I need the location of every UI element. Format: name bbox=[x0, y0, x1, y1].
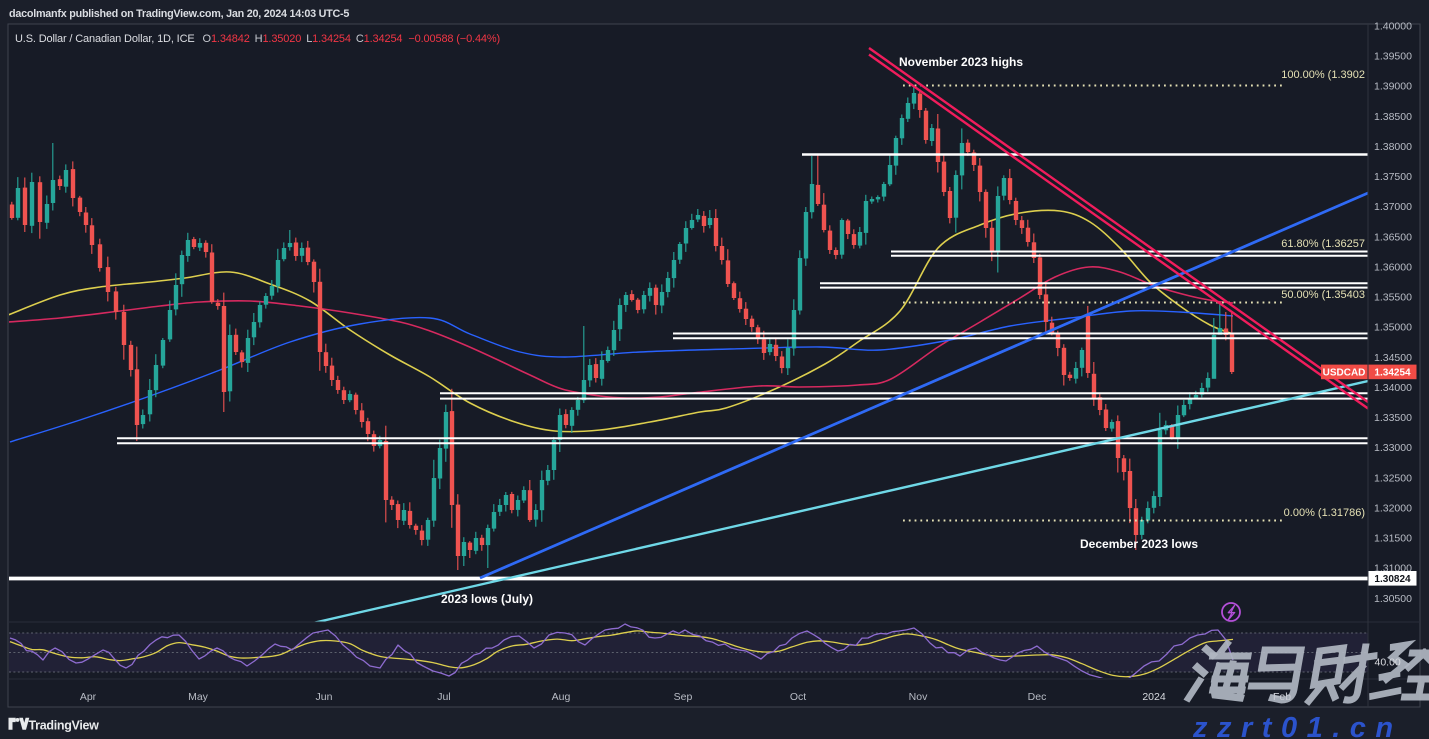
svg-text:1.32000: 1.32000 bbox=[1374, 502, 1412, 514]
svg-text:zzrt01.cn: zzrt01.cn bbox=[1192, 712, 1403, 739]
svg-text:Dec: Dec bbox=[1028, 691, 1047, 703]
svg-text:50.00% (1.35403: 50.00% (1.35403 bbox=[1281, 289, 1365, 301]
svg-text:Feb: Feb bbox=[1273, 691, 1291, 703]
svg-text:1.34000: 1.34000 bbox=[1374, 382, 1412, 394]
svg-text:1.33000: 1.33000 bbox=[1374, 442, 1412, 454]
svg-text:2024: 2024 bbox=[1142, 691, 1166, 703]
svg-text:1.39000: 1.39000 bbox=[1374, 81, 1412, 93]
svg-text:Oct: Oct bbox=[790, 691, 806, 703]
svg-text:Jun: Jun bbox=[316, 691, 333, 703]
svg-text:1.35500: 1.35500 bbox=[1374, 292, 1412, 304]
svg-text:1.38000: 1.38000 bbox=[1374, 141, 1412, 153]
svg-text:1.31500: 1.31500 bbox=[1374, 533, 1412, 545]
svg-text:Nov: Nov bbox=[909, 691, 928, 703]
svg-text:Jul: Jul bbox=[437, 691, 450, 703]
svg-text:May: May bbox=[188, 691, 209, 703]
svg-text:61.80% (1.36257: 61.80% (1.36257 bbox=[1281, 238, 1365, 250]
svg-text:2023 lows (July): 2023 lows (July) bbox=[441, 592, 533, 606]
svg-text:1.37000: 1.37000 bbox=[1374, 201, 1412, 213]
svg-text:dacolmanfx published on Tradin: dacolmanfx published on TradingView.com,… bbox=[9, 8, 349, 20]
svg-text:1.34254: 1.34254 bbox=[1374, 368, 1411, 379]
svg-text:100.00% (1.3902: 100.00% (1.3902 bbox=[1281, 69, 1365, 81]
svg-text:1.39500: 1.39500 bbox=[1374, 51, 1412, 63]
svg-text:USDCAD: USDCAD bbox=[1323, 368, 1366, 379]
svg-text:1.32500: 1.32500 bbox=[1374, 472, 1412, 484]
svg-text:1.40000: 1.40000 bbox=[1374, 20, 1412, 32]
svg-text:1.30500: 1.30500 bbox=[1374, 593, 1412, 605]
svg-text:U.S. Dollar / Canadian Dollar,: U.S. Dollar / Canadian Dollar, 1D, ICE O1… bbox=[15, 33, 500, 45]
svg-text:Sep: Sep bbox=[674, 691, 693, 703]
svg-text:1.30824: 1.30824 bbox=[1374, 574, 1411, 585]
svg-text:1.34500: 1.34500 bbox=[1374, 352, 1412, 364]
svg-text:1.36500: 1.36500 bbox=[1374, 231, 1412, 243]
svg-text:0.00% (1.31786): 0.00% (1.31786) bbox=[1284, 507, 1365, 519]
svg-text:December 2023 lows: December 2023 lows bbox=[1080, 537, 1198, 551]
svg-text:Aug: Aug bbox=[552, 691, 571, 703]
svg-text:1.33500: 1.33500 bbox=[1374, 412, 1412, 424]
svg-text:1.37500: 1.37500 bbox=[1374, 171, 1412, 183]
svg-text:1.36000: 1.36000 bbox=[1374, 261, 1412, 273]
svg-text:Apr: Apr bbox=[80, 691, 97, 703]
svg-text:1.38500: 1.38500 bbox=[1374, 111, 1412, 123]
svg-text:TradingView: TradingView bbox=[29, 719, 100, 733]
svg-text:November 2023 highs: November 2023 highs bbox=[899, 55, 1023, 69]
svg-text:40.00: 40.00 bbox=[1375, 657, 1401, 669]
svg-text:1.35000: 1.35000 bbox=[1374, 322, 1412, 334]
